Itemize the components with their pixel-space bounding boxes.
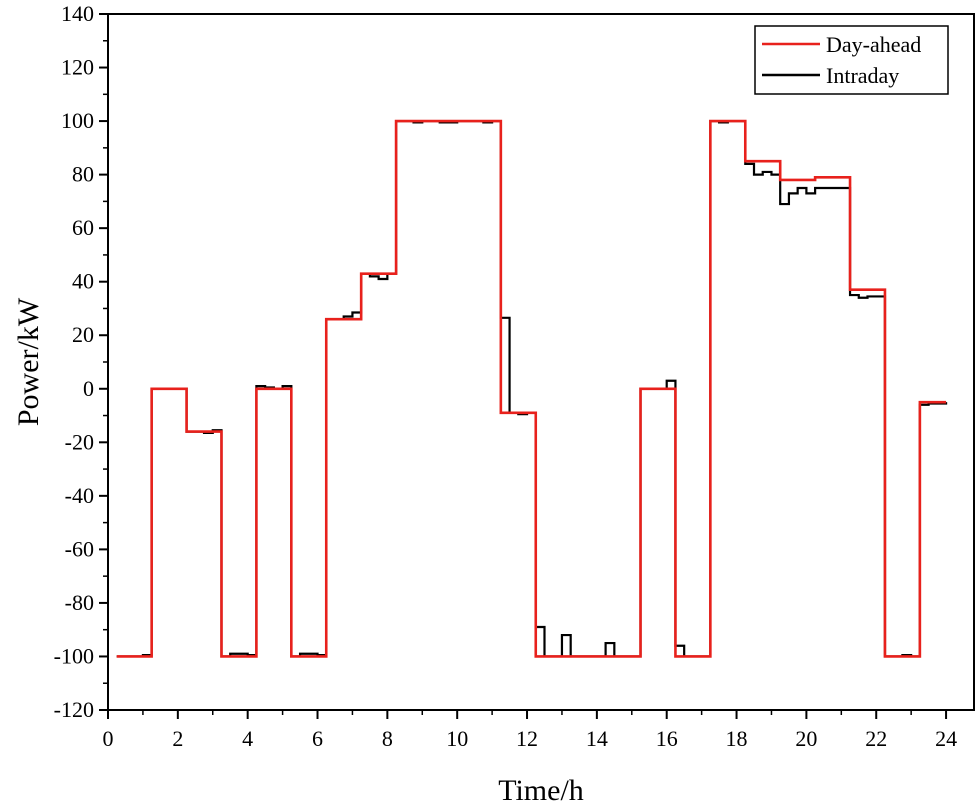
legend: Day-ahead Intraday (754, 25, 949, 95)
x-tick-label: 12 (516, 726, 538, 751)
x-axis-title: Time/h (498, 774, 584, 807)
y-tick-label: 20 (72, 322, 94, 347)
y-tick-label: -80 (65, 590, 94, 615)
y-tick-label: 80 (72, 162, 94, 187)
x-tick-label: 2 (172, 726, 183, 751)
x-tick-label: 14 (586, 726, 608, 751)
legend-label-intraday: Intraday (826, 63, 899, 88)
y-tick-label: -120 (54, 697, 94, 722)
x-tick-label: 4 (242, 726, 253, 751)
x-tick-label: 22 (865, 726, 887, 751)
plot-frame (107, 13, 975, 711)
y-tick-label: 120 (61, 55, 94, 80)
x-tick-label: 16 (656, 726, 678, 751)
y-axis-title: Power/kW (12, 297, 45, 426)
x-tick-label: 0 (103, 726, 114, 751)
series-line-day-ahead (116, 119, 947, 658)
x-axis-ticks: 0 2 4 6 8 10 12 14 16 18 20 22 24 (103, 710, 957, 751)
y-tick-label: -100 (54, 643, 94, 668)
series-line-intraday (116, 119, 948, 658)
x-tick-label: 8 (382, 726, 393, 751)
y-tick-label: 140 (61, 1, 94, 26)
y-tick-label: -20 (65, 429, 94, 454)
y-tick-label: -40 (65, 483, 94, 508)
y-tick-label: 100 (61, 108, 94, 133)
y-axis-ticks: -120 -100 -80 -60 -40 -20 0 20 40 60 80 100 120 140 (54, 1, 108, 722)
x-tick-label: 24 (935, 726, 957, 751)
y-tick-label: -60 (65, 536, 94, 561)
y-tick-label: 0 (83, 376, 94, 401)
y-tick-label: 60 (72, 215, 94, 240)
series-layer (116, 119, 948, 658)
x-tick-label: 18 (726, 726, 748, 751)
legend-box (754, 25, 949, 95)
x-tick-label: 20 (795, 726, 817, 751)
legend-label-day-ahead: Day-ahead (826, 32, 921, 57)
x-tick-label: 10 (446, 726, 468, 751)
y-tick-label: 40 (72, 269, 94, 294)
x-tick-label: 6 (312, 726, 323, 751)
